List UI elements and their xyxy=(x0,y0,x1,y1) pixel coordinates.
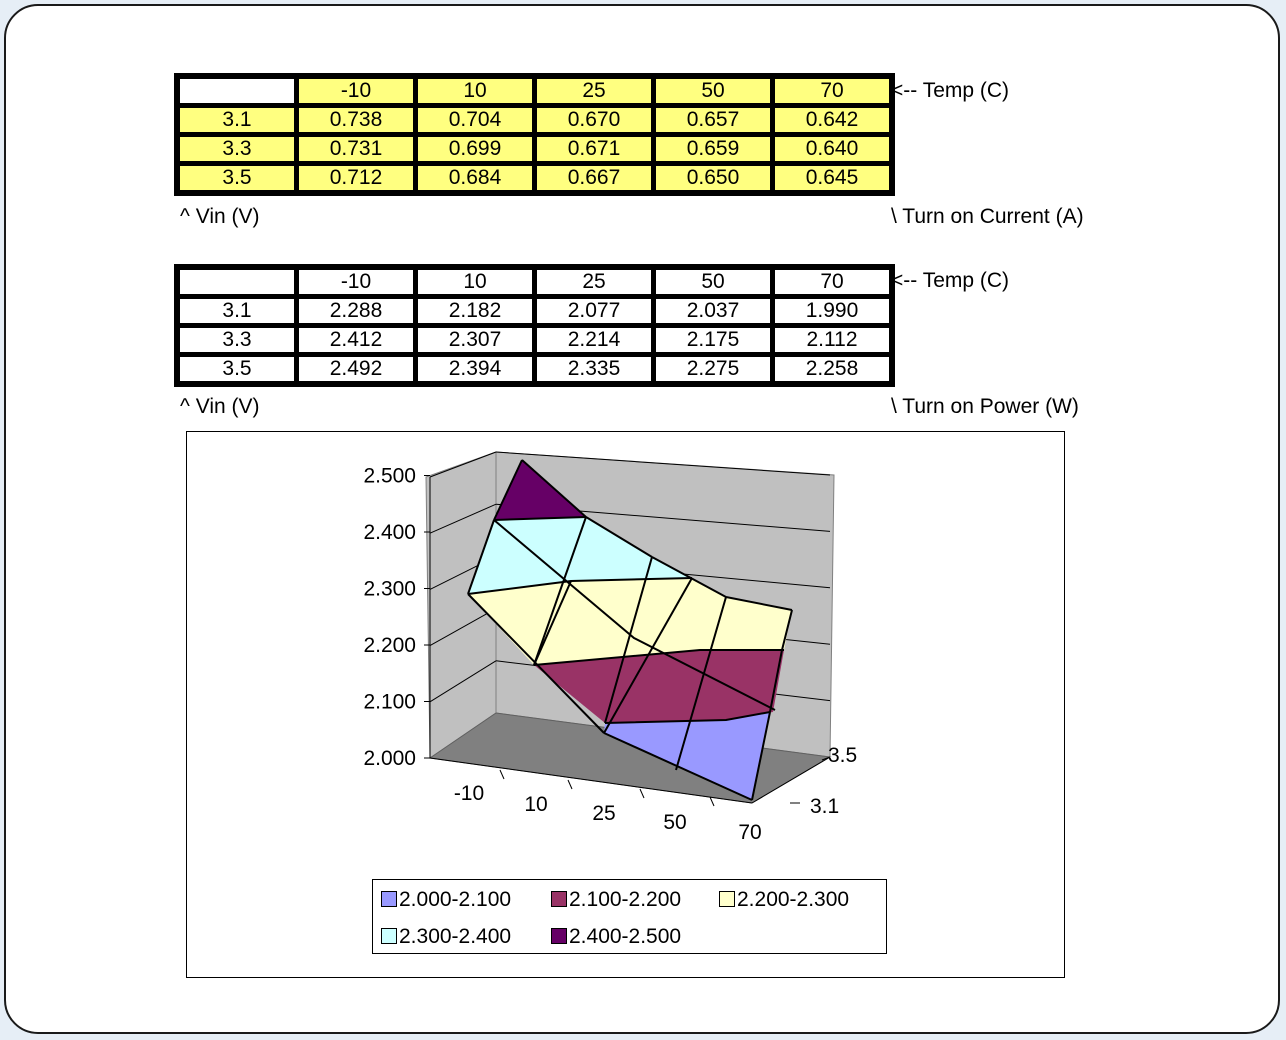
power-table: -10 10 25 50 70 3.1 2.288 2.182 2.077 2.… xyxy=(174,264,895,387)
value-cell: 2.394 xyxy=(417,356,533,382)
legend-swatch xyxy=(551,928,567,944)
value-cell: 2.077 xyxy=(536,298,652,324)
table-row: 3.3 2.412 2.307 2.214 2.175 2.112 xyxy=(179,327,890,353)
value-cell: 0.645 xyxy=(774,165,890,191)
value-cell: 0.670 xyxy=(536,107,652,133)
value-cell: 0.731 xyxy=(298,136,414,162)
value-cell: 0.712 xyxy=(298,165,414,191)
legend-label: 2.000-2.100 xyxy=(399,888,512,911)
legend-item: 2.400-2.500 xyxy=(551,925,681,949)
value-cell: 2.412 xyxy=(298,327,414,353)
value-cell: 0.738 xyxy=(298,107,414,133)
legend-item: 2.000-2.100 xyxy=(381,888,511,912)
temp-header: 25 xyxy=(536,269,652,295)
legend-label: 2.200-2.300 xyxy=(737,888,850,911)
power-quantity-label: \ Turn on Power (W) xyxy=(891,395,1079,418)
value-cell: 2.037 xyxy=(655,298,771,324)
value-cell: 2.288 xyxy=(298,298,414,324)
current-header-row: -10 10 25 50 70 xyxy=(179,78,890,104)
value-cell: 0.659 xyxy=(655,136,771,162)
legend-swatch xyxy=(381,891,397,907)
temp-header: 10 xyxy=(417,78,533,104)
table-row: 3.5 0.712 0.684 0.667 0.650 0.645 xyxy=(179,165,890,191)
vin-cell: 3.5 xyxy=(179,165,295,191)
table-row: 3.3 0.731 0.699 0.671 0.659 0.640 xyxy=(179,136,890,162)
temp-header: 10 xyxy=(417,269,533,295)
value-cell: 2.258 xyxy=(774,356,890,382)
legend-item: 2.200-2.300 xyxy=(719,888,849,912)
temp-header: 70 xyxy=(774,78,890,104)
value-cell: 0.704 xyxy=(417,107,533,133)
temp-header: 50 xyxy=(655,78,771,104)
current-temp-label: <-- Temp (C) xyxy=(891,79,1010,102)
value-cell: 0.642 xyxy=(774,107,890,133)
value-cell: 1.990 xyxy=(774,298,890,324)
vin-cell: 3.1 xyxy=(179,298,295,324)
legend-swatch xyxy=(719,891,735,907)
legend-swatch xyxy=(551,891,567,907)
corner-cell xyxy=(179,269,295,295)
temp-header: -10 xyxy=(298,78,414,104)
power-vin-label: ^ Vin (V) xyxy=(180,395,260,418)
power-header-row: -10 10 25 50 70 xyxy=(179,269,890,295)
temp-header: 50 xyxy=(655,269,771,295)
legend-swatch xyxy=(381,928,397,944)
vin-cell: 3.3 xyxy=(179,136,295,162)
temp-header: -10 xyxy=(298,269,414,295)
legend-label: 2.100-2.200 xyxy=(569,888,682,911)
temp-header: 70 xyxy=(774,269,890,295)
legend-item: 2.100-2.200 xyxy=(551,888,681,912)
legend-label: 2.400-2.500 xyxy=(569,925,682,948)
legend-item: 2.300-2.400 xyxy=(381,925,511,949)
table-row: 3.1 0.738 0.704 0.670 0.657 0.642 xyxy=(179,107,890,133)
temp-header: 25 xyxy=(536,78,652,104)
value-cell: 2.307 xyxy=(417,327,533,353)
value-cell: 0.650 xyxy=(655,165,771,191)
value-cell: 0.657 xyxy=(655,107,771,133)
value-cell: 2.335 xyxy=(536,356,652,382)
table-row: 3.1 2.288 2.182 2.077 2.037 1.990 xyxy=(179,298,890,324)
value-cell: 2.112 xyxy=(774,327,890,353)
value-cell: 0.667 xyxy=(536,165,652,191)
value-cell: 0.699 xyxy=(417,136,533,162)
value-cell: 0.684 xyxy=(417,165,533,191)
legend-label: 2.300-2.400 xyxy=(399,925,512,948)
table-row: 3.5 2.492 2.394 2.335 2.275 2.258 xyxy=(179,356,890,382)
chart-legend: 2.000-2.100 2.100-2.200 2.200-2.300 2.30… xyxy=(372,879,887,954)
vin-cell: 3.3 xyxy=(179,327,295,353)
value-cell: 2.492 xyxy=(298,356,414,382)
value-cell: 2.175 xyxy=(655,327,771,353)
value-cell: 2.182 xyxy=(417,298,533,324)
corner-cell xyxy=(179,78,295,104)
power-temp-label: <-- Temp (C) xyxy=(891,269,1010,292)
current-table: -10 10 25 50 70 3.1 0.738 0.704 0.670 0.… xyxy=(174,73,895,196)
value-cell: 2.214 xyxy=(536,327,652,353)
value-cell: 0.640 xyxy=(774,136,890,162)
value-cell: 0.671 xyxy=(536,136,652,162)
vin-cell: 3.1 xyxy=(179,107,295,133)
current-quantity-label: \ Turn on Current (A) xyxy=(891,205,1084,228)
vin-cell: 3.5 xyxy=(179,356,295,382)
current-vin-label: ^ Vin (V) xyxy=(180,205,260,228)
value-cell: 2.275 xyxy=(655,356,771,382)
